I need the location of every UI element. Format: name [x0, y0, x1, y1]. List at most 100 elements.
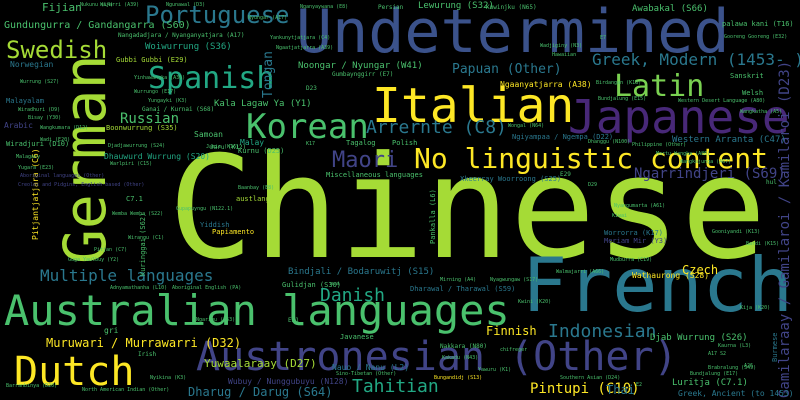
word-kala-lagaw-ya: Kala Lagaw Ya (Y1)	[214, 99, 312, 109]
word-nangadadjara: Nangadadjara / Nyanganyatjara (A17)	[118, 32, 245, 39]
word-welsh: Welsh	[742, 89, 764, 97]
word-ngiyampaa: Ngiyampaa / Ngempa (D22)	[512, 133, 614, 141]
word-a26: A26	[744, 363, 754, 369]
word-bisay: Bisay (Y30)	[28, 115, 62, 121]
word-hul: hul	[766, 179, 777, 186]
word-malay: Malay	[240, 138, 265, 147]
word-tagalog: Tagalog	[346, 139, 376, 147]
word-indonesian: Indonesian	[548, 321, 657, 342]
word-wajarri: Wajarri (A39)	[100, 2, 140, 8]
word-kwini: Kwini (K20)	[518, 299, 552, 305]
word-k17: K17	[306, 141, 316, 147]
word-muruwari: Muruwari / Murrawarri (D32)	[46, 336, 242, 350]
word-d23: D23	[306, 85, 317, 92]
word-yugara: Yugara (E23)	[18, 165, 55, 171]
word-aboriginal-english: Aboriginal English (PA)	[172, 285, 242, 291]
word-sanskrit: Sanskrit	[730, 72, 764, 80]
word-polish: Polish	[392, 139, 418, 147]
word-wongal: Wongal (N64)	[508, 123, 545, 129]
word-russian: Russian	[120, 111, 180, 127]
word-walmajarri: Walmajarri (A66)	[556, 269, 605, 275]
word-swedish: Swedish	[6, 36, 108, 64]
word-kakadu: Kakadu (N43)	[442, 355, 479, 361]
word-italian: Italian	[372, 78, 575, 134]
word-dutch: Dutch	[14, 349, 135, 395]
word-gumbaynggirr: Gumbaynggirr (E7)	[332, 71, 394, 78]
word-e7: E7	[600, 35, 607, 41]
word-thai: Thai	[606, 383, 635, 397]
word-yuwaalaraay: Yuwaalaraay (D27)	[204, 357, 317, 370]
word-western-arranta: Western Arranta (C47)	[672, 135, 786, 145]
word-kala-lagaw-2: Guga Yaulbuy (Y2)	[68, 257, 120, 263]
word-awabakal: Awabakal (S66)	[632, 4, 708, 14]
word-french: French	[522, 241, 793, 329]
word-no-linguistic-content: No linguistic content	[414, 142, 769, 175]
word-sino-tibetan: Sino-Tibetan (Other)	[336, 371, 397, 377]
word-noongar: Noongar / Nyungar (W41)	[298, 61, 423, 71]
word-nukunu: Nukunu (L4)	[80, 2, 114, 8]
word-dharug: Dharug / Darug (S64)	[188, 385, 333, 399]
word-wiradjuri: Wiradjuri (D10)	[6, 140, 70, 148]
word-burmese: Burmese	[771, 332, 779, 362]
word-greek-modern: Greek, Modern (1453- )	[592, 50, 800, 69]
word-wubuy: Wubuy / Nunggubuyu (N128)	[228, 377, 349, 386]
word-malayalam: Malayalam	[6, 97, 44, 105]
word-kiwai: Kiwai	[612, 213, 628, 219]
word-djadjawurrung: Djadjawurrung (S24)	[108, 143, 166, 149]
word-e29: E29	[560, 171, 571, 178]
word-wiradhuri: Wiradhuri (D9)	[18, 107, 61, 113]
word-hawaiian: Hawaiian	[552, 52, 577, 58]
word-a17: A17 S2	[708, 351, 727, 357]
word-gupapuyngu: Gupapuyngu (N122.1)	[176, 206, 234, 212]
word-yankunytjatjara: Yankunytjatjara (C4)	[270, 35, 331, 41]
word-north-american: North American Indian (Other)	[82, 387, 170, 393]
word-nyagwungaw: Nyagwungaw (S17)	[490, 277, 539, 283]
word-nganyaywana: Nganyaywana (E8)	[300, 4, 349, 10]
word-wangkatha: Wangkatha (A5)	[740, 109, 783, 115]
word-western-desert: Western Desert Language (A80)	[678, 98, 766, 104]
word-wangkajunga: Wangkajunga (A67)	[680, 159, 732, 165]
word-jamie: Jamie (K16)	[206, 144, 240, 150]
word-dharawal: Dharawal / Tharawal (S59)	[410, 285, 516, 293]
word-aboriginal-other: Aboriginal languages (Other)	[20, 173, 105, 179]
word-wathaurong: Wathaurong (S28)	[632, 271, 710, 280]
word-c71: C7.1	[126, 195, 143, 203]
word-chinese: Chinese	[168, 126, 767, 291]
word-gundungurra: Gundungurra / Gandangarra (S60)	[4, 20, 191, 31]
word-luritja: Luritja (C7.1)	[672, 378, 748, 388]
word-jaru: Jaru (K12)	[210, 144, 247, 151]
word-bundjalung-2: Bundjalung (E17)	[690, 371, 739, 377]
word-brabralung: Brabralung (S49)	[708, 365, 757, 371]
word-yawuru: Yawuru (K1)	[478, 367, 512, 373]
word-dhauwurd: Dhauwurd Wurrung (S20)	[104, 152, 210, 161]
word-irish: Irish	[138, 351, 157, 358]
word-wemba: Wemba Wemba (S22)	[112, 211, 164, 217]
word-papiamento: Papiamento	[212, 228, 255, 236]
word-latin: Latin	[614, 69, 705, 104]
word-d29: D29	[588, 182, 598, 188]
word-multiple-languages: Multiple languages	[40, 266, 214, 285]
word-ngarigu: Ngarigu (S63)	[196, 317, 236, 323]
word-korean: Korean	[246, 107, 369, 147]
word-nakkara: Nakkara (N80)	[440, 343, 487, 350]
word-woiwurrung: Woiwurrung (S36)	[145, 42, 232, 52]
word-undetermined: Undetermined	[296, 0, 730, 67]
word-japanese: Japanese	[568, 90, 790, 144]
word-mudburra: Mudburra (C19)	[610, 257, 653, 263]
word-tongan: Tongan	[261, 51, 276, 98]
word-baanbay: Baanbay (E8)	[238, 185, 275, 191]
word-yiddish: Yiddish	[200, 221, 230, 229]
word-nauo: Nauo / Nanu (L2)	[332, 363, 410, 372]
word-persian: Persian	[378, 4, 404, 11]
word-mirning: Mirning (A4)	[440, 277, 477, 283]
word-misc: Miscellaneous languages	[326, 171, 423, 179]
word-maori: Maori	[332, 148, 399, 173]
word-samoan: Samoan	[194, 130, 223, 139]
word-gubbi-gubbi: Gubbi Gubbi (E29)	[116, 56, 188, 64]
word-wadi: Wadi (E20)	[40, 137, 71, 143]
word-nyangumarta: Nyangumarta (A61)	[614, 203, 666, 209]
word-danish: Danish	[320, 285, 386, 306]
word-palawa-kani: palawa kani (T16)	[722, 20, 794, 28]
word-ganai: Ganai / Kurnai (S68)	[142, 106, 215, 113]
word-creoles: Creoles and Pidgins, English-based (Othe…	[18, 182, 145, 188]
